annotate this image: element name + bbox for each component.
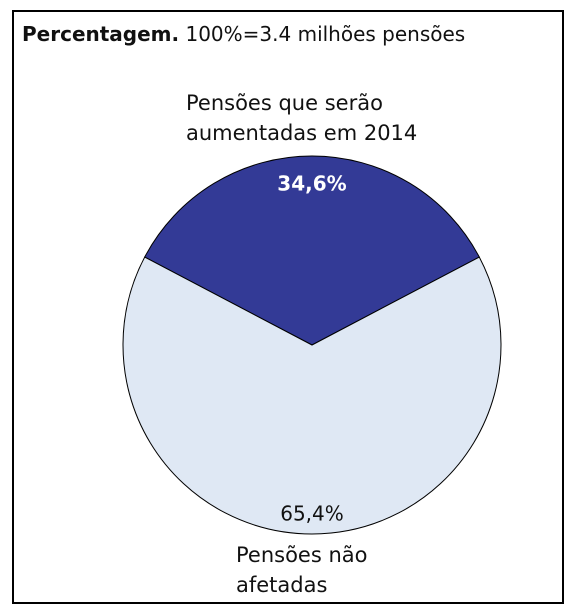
chart-subtitle: 100%=3.4 milhões pensões [185, 22, 466, 46]
chart-title: Percentagem. [22, 22, 180, 46]
frame [12, 10, 564, 604]
value-label: 34,6% [277, 172, 346, 196]
pie-slice [144, 155, 480, 346]
title-line: Percentagem. 100%=3.4 milhões pensões [22, 22, 465, 46]
value-label: 65,4% [280, 502, 344, 526]
pie-slice [122, 256, 502, 535]
category-label: Pensões não afetadas [236, 543, 368, 597]
category-label: Pensões que serão aumentadas em 2014 [186, 91, 418, 145]
